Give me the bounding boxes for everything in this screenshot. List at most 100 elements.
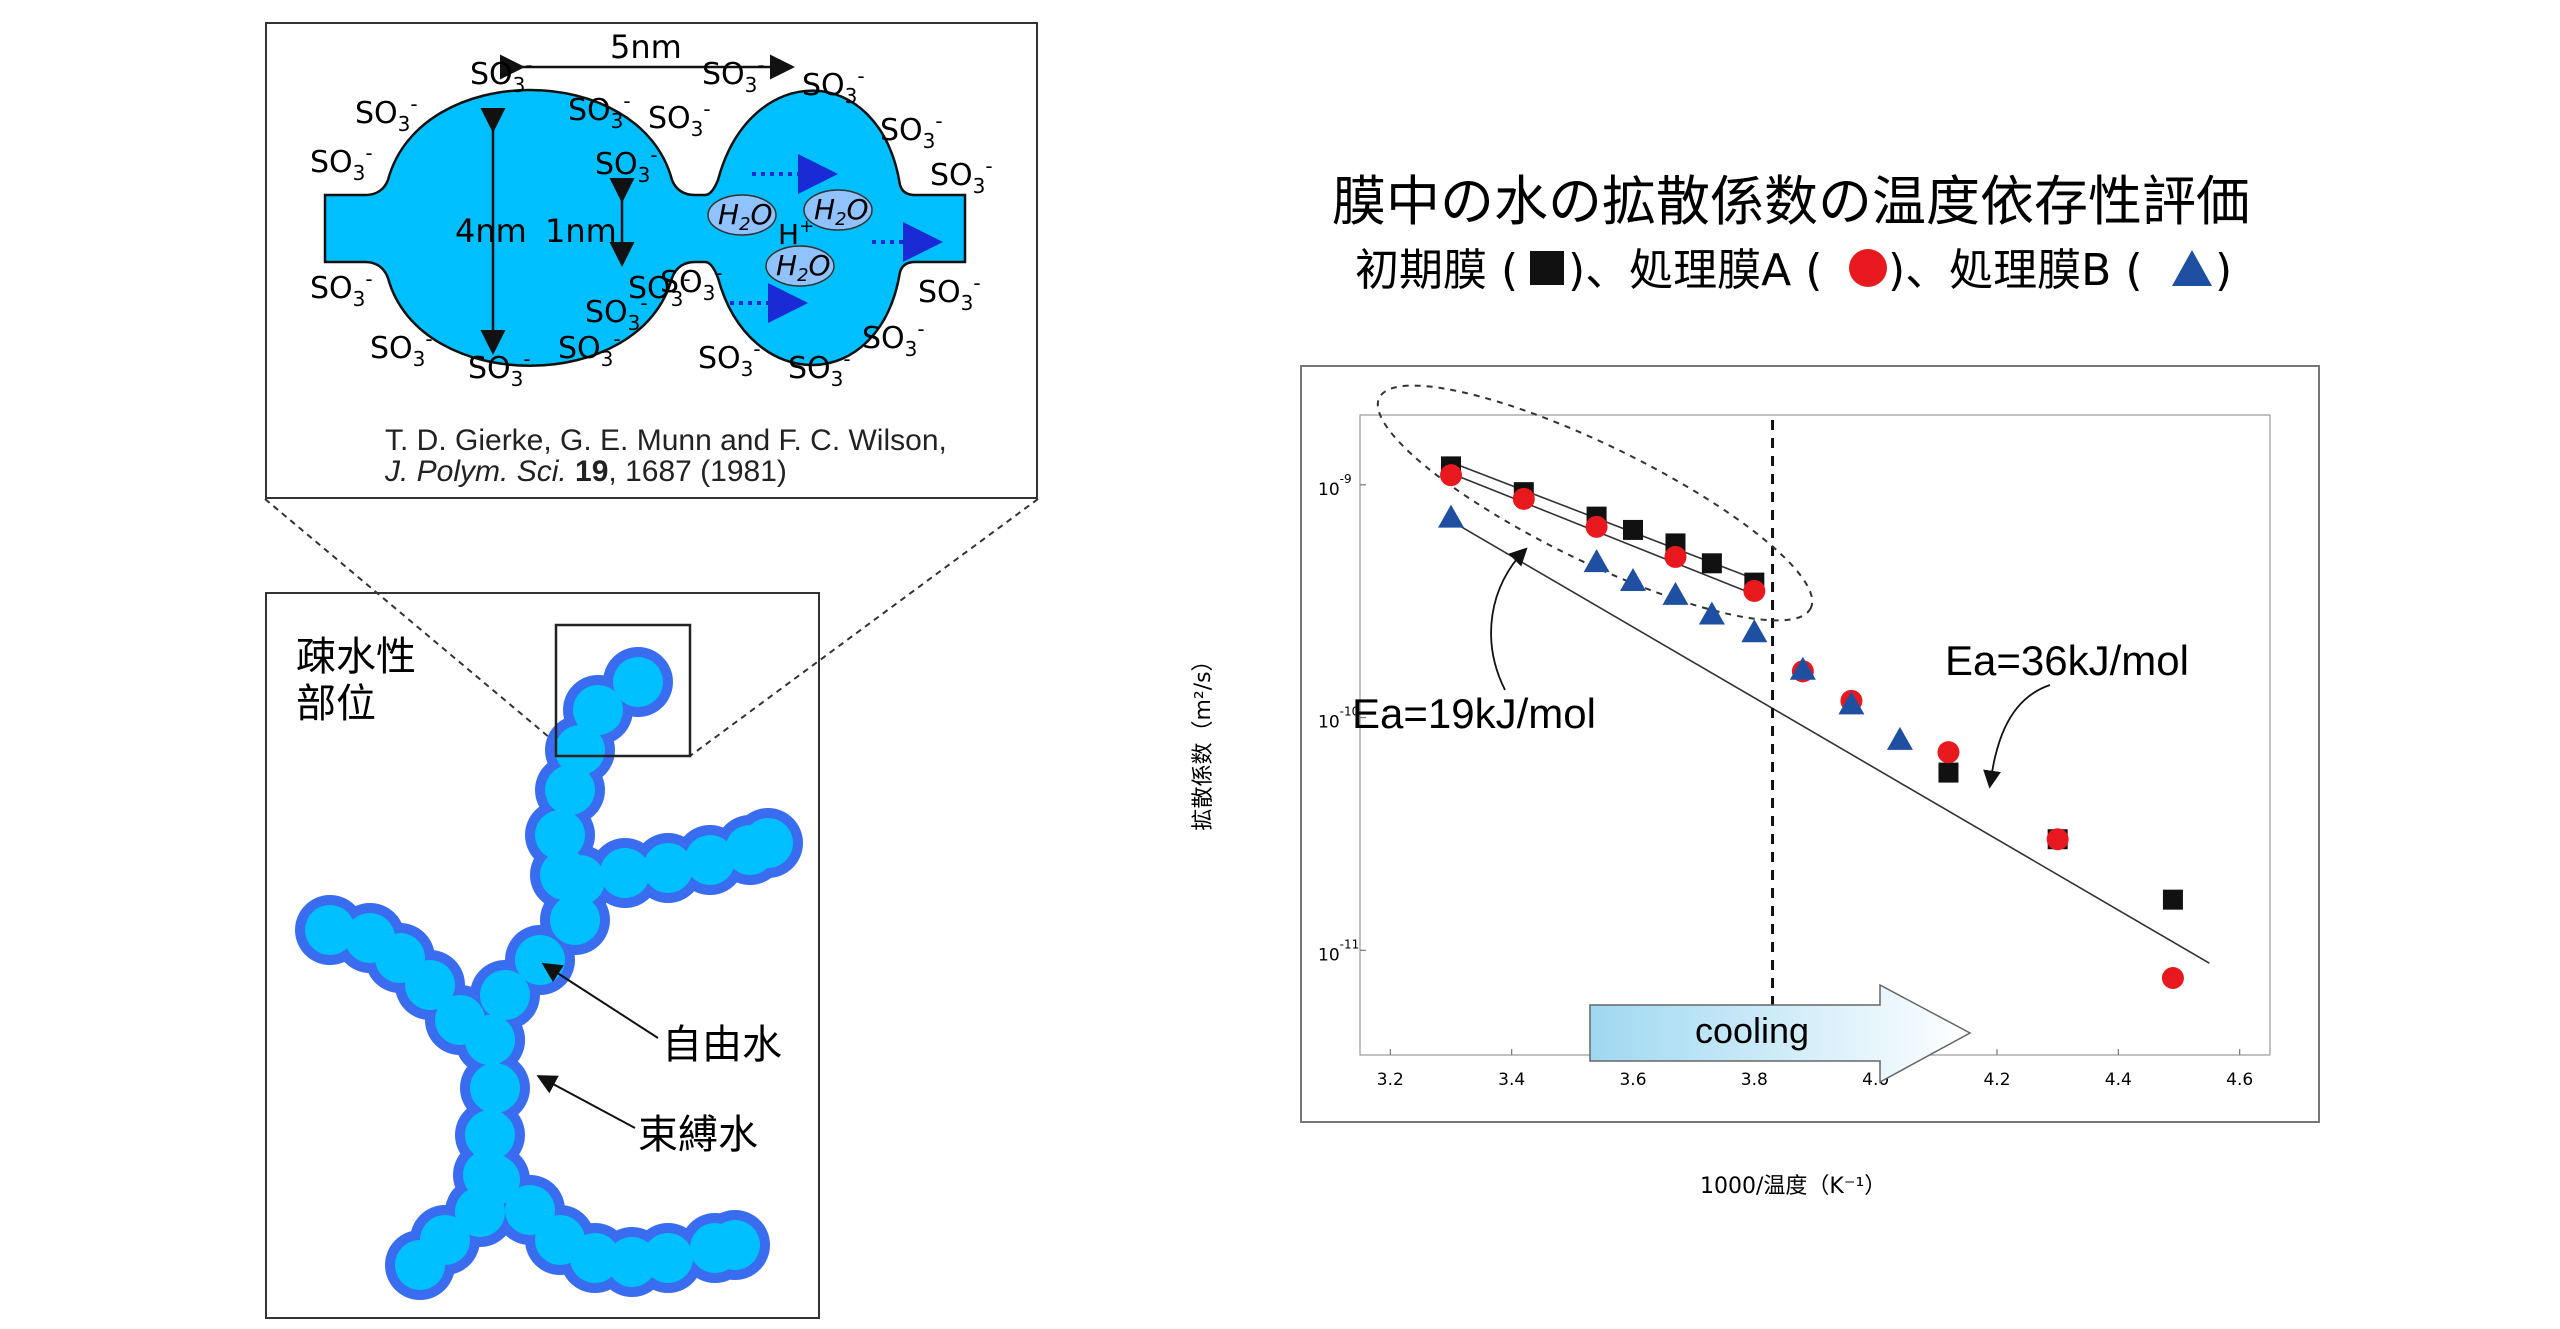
nafion-cluster-diagram: 5nm 4nm 1nm H2O H2O H2O H+ SO3-SO3-SO3-S… [310,28,993,488]
legend-circle-icon [1849,249,1887,287]
so3-group-label: SO3- [310,267,373,311]
point-initial-membrane [1701,553,1722,574]
free-water-label: 自由水 [662,1022,782,1068]
low-temp-group-ellipse [1376,384,1814,622]
point-treated-b [1886,726,1913,750]
point-treated-b [1662,581,1689,605]
svg-text:H2O: H2O [814,193,869,230]
polymer-bead [555,725,605,775]
chart-frame [1300,365,2320,1123]
point-initial-membrane [2162,889,2183,910]
so3-group-label: SO3- [355,92,418,136]
proton-label: H+ [778,216,814,251]
point-treated-a [1440,464,1462,487]
point-treated-a [2161,967,2184,990]
point-treated-b [1741,619,1768,643]
water-molecule: H2O [707,194,777,236]
polymer-bead [710,1220,760,1270]
so3-group-label: SO3- [918,271,981,315]
point-treated-a [1664,545,1687,568]
ea-low-label: Ea=19kJ/mol [1352,690,1596,737]
cooling-arrow [1589,983,1972,1084]
diameter-label: 4nm [455,212,527,250]
polymer-bead [555,855,605,905]
point-treated-a [1512,487,1535,510]
polymer-bead [535,810,585,860]
polymer-bead [573,685,623,735]
svg-text:): ) [2215,245,2232,296]
bound-water-label: 束縛水 [638,1112,758,1158]
so3-group-label: SO3- [698,337,761,381]
so3-group-label: SO3- [702,53,765,97]
polymer-bead [570,1233,620,1283]
point-treated-b [1838,691,1865,715]
sulfonate-groups: SO3-SO3-SO3-SO3- SO3-SO3-SO3-SO3-SO3-SO3-… [310,53,993,391]
so3-group-label: SO3- [585,291,648,335]
reference-line1: T. D. Gierke, G. E. Munn and F. C. Wilso… [385,424,947,457]
fit-line [1450,520,2210,964]
x-tick-label: 4.4 [2105,1070,2132,1090]
legend-square-icon [1530,251,1564,285]
point-treated-a [2046,828,2069,851]
ea-high-label: Ea=36kJ/mol [1945,637,2189,684]
point-treated-b [1698,601,1725,625]
point-treated-b [1620,567,1646,591]
water-molecule: H2O [765,245,835,287]
point-initial-membrane [1623,519,1643,540]
polymer-bead [613,657,663,707]
so3-group-label: SO3- [788,347,851,391]
reference-line2: J. Polym. Sci. 19, 1687 (1981) [384,455,787,488]
polymer-bead [643,1233,693,1283]
channel-label: 1nm [545,212,617,250]
polymer-bead [470,1155,520,1205]
so3-group-label: SO3- [648,97,711,141]
polymer-bead [600,848,650,898]
water-molecule: H2O [803,189,873,231]
fit-line [1450,472,1761,598]
so3-group-label: SO3- [468,347,531,391]
polymer-bead [305,905,355,955]
svg-text:)、処理膜A (: )、処理膜A ( [1568,245,1822,296]
so3-group-label: SO3- [568,89,631,133]
point-treated-b [1583,549,1610,573]
polymer-bead [435,995,485,1045]
polymer-bead [345,913,395,963]
zoom-box [554,623,692,758]
point-treated-a [1743,579,1766,602]
chart-title: 膜中の水の拡散係数の温度依存性評価 [1332,170,2250,233]
legend-triangle-icon [2172,250,2212,286]
cooling-label: cooling [1695,1010,1809,1051]
x-tick-label: 3.6 [1619,1070,1646,1090]
x-tick-label: 3.4 [1498,1070,1525,1090]
so3-group-label: SO3- [310,141,373,185]
point-treated-a [1937,741,1960,764]
width-label: 5nm [610,28,682,66]
polymer-bead [480,970,530,1020]
x-tick-label: 3.2 [1377,1070,1404,1090]
so3-group-label: SO3- [880,109,943,153]
so3-group-label: SO3- [370,327,433,371]
svg-text:H2O: H2O [718,198,773,235]
point-initial-membrane [1938,762,1959,783]
hydrophobic-label-2: 部位 [296,681,376,727]
so3-group-label: SO3- [628,267,691,311]
point-treated-a [1585,515,1608,538]
y-tick-label: 10-9 [1318,472,1352,500]
so3-group-label: SO3- [862,317,925,361]
y-tick-label: 10-11 [1318,937,1359,965]
y-tick-label: 10-10 [1318,705,1359,733]
polymer-bead [470,1063,520,1113]
svg-text:H2O: H2O [776,249,831,286]
polymer-bead [685,835,735,885]
x-tick-label: 4.6 [2226,1070,2253,1090]
so3-group-label: SO3- [470,53,533,97]
polymer-bead [550,895,600,945]
so3-group-label: SO3- [930,154,993,198]
y-axis-label: 拡散係数（m²/s） [1191,649,1216,830]
polymer-bead [643,843,693,893]
polymer-bead [465,1110,515,1160]
x-tick-label: 3.8 [1741,1070,1768,1090]
point-treated-b [1438,504,1464,528]
